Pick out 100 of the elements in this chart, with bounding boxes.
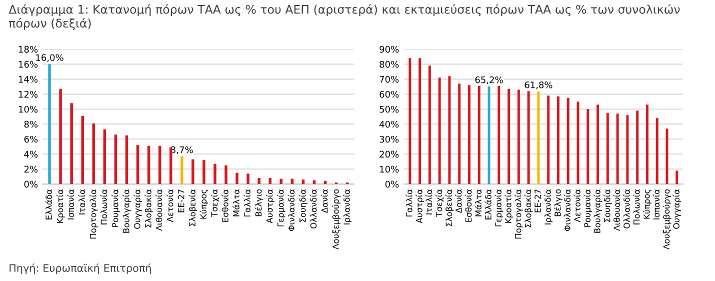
- x-tick-label: Κροατία: [504, 189, 513, 223]
- y-tick-label: 80%: [380, 60, 399, 68]
- bar: [656, 118, 658, 184]
- y-tick-label: 50%: [380, 106, 399, 113]
- x-tick-label: Ρουμανία: [111, 189, 120, 227]
- x-tick-label: Εσθονία: [222, 189, 228, 222]
- x-tick-label: Βέλγιο: [254, 189, 264, 216]
- x-tick-label: Δανία: [320, 189, 328, 214]
- x-tick-label: Ιρλανδία: [343, 189, 352, 224]
- x-tick-label: Γερμανία: [494, 189, 504, 226]
- x-tick-label: Ιρλανδία: [544, 189, 553, 224]
- bar: [468, 85, 470, 184]
- y-tick-label: 60%: [380, 90, 399, 98]
- bar: [59, 88, 62, 184]
- bar: [626, 115, 629, 184]
- x-tick-label: Ισπανία: [652, 189, 660, 220]
- y-tick-label: 18%: [18, 46, 38, 53]
- x-tick-label: Πορτογαλία: [89, 189, 98, 239]
- x-tick-label: Λετονία: [574, 189, 580, 222]
- bar: [268, 178, 272, 184]
- data-label: 61,8%: [524, 81, 552, 90]
- x-tick-label: Σουηδία: [298, 189, 308, 222]
- x-tick-label: Φινλανδία: [288, 189, 295, 231]
- bar: [646, 104, 648, 184]
- bar: [92, 123, 96, 184]
- x-tick-label: Κροατία: [56, 189, 65, 223]
- y-tick-label: 6%: [24, 136, 38, 143]
- y-tick-label: 20%: [380, 150, 399, 158]
- bar: [147, 146, 150, 184]
- x-tick-label: Κύπρος: [643, 190, 652, 219]
- bar: [81, 116, 84, 184]
- x-tick-label: Σλοβενία: [188, 189, 198, 226]
- x-tick-label: Τσεχία: [210, 189, 220, 217]
- x-tick-label: Πορτογαλία: [514, 189, 523, 239]
- bar: [114, 134, 118, 184]
- bar: [246, 174, 250, 184]
- bar: [224, 165, 228, 184]
- x-tick-label: Ρουμανία: [584, 189, 592, 227]
- bar: [125, 135, 128, 184]
- bar: [302, 180, 305, 184]
- bar: [478, 86, 480, 184]
- y-tick-label: 10%: [18, 106, 38, 113]
- y-tick-label: 30%: [380, 136, 399, 143]
- data-label: 65,2%: [475, 76, 503, 84]
- y-tick-label: 90%: [380, 46, 399, 53]
- x-tick-label: Ουγγαρία: [134, 189, 142, 229]
- text: Πηγή: Ευρωπαϊκή Επιτροπή: [10, 263, 151, 274]
- bar: [448, 76, 451, 184]
- y-tick-label: 16%: [18, 60, 38, 68]
- y-tick-label: 10%: [380, 166, 399, 173]
- x-tick-label: Ολλανδία: [310, 189, 317, 228]
- x-tick-label: Πολωνία: [632, 189, 640, 224]
- x-tick-label: Βέλγιο: [554, 189, 562, 216]
- bar: [606, 112, 609, 184]
- x-tick-label: Ελλάδα: [45, 189, 52, 220]
- x-tick-label: Αυστρία: [416, 189, 424, 224]
- bar: [498, 86, 500, 184]
- bar: [418, 58, 422, 184]
- bar: [596, 104, 600, 184]
- y-tick-label: 8%: [24, 120, 38, 128]
- x-tick-label: Σλοβακία: [524, 189, 533, 228]
- data-label: 16,0%: [36, 54, 64, 62]
- bar: [136, 145, 140, 184]
- bar: [324, 181, 327, 184]
- bar: [408, 58, 412, 184]
- bar: [488, 86, 490, 184]
- bar: [527, 91, 530, 184]
- y-tick-label: 70%: [380, 76, 399, 83]
- x-tick-label: Ελλάδα: [484, 189, 492, 220]
- x-tick-label: Σλοβενία: [445, 189, 454, 226]
- chart-title: Διάγραμμα 1: Κατανομή πόρων ΤΑΑ ως % του ΑΕΠ (αριστερά) και εκταμιεύσεις πόρων ΤΑΑ ως % των συνολικών πόρων (δεξιά): [8, 4, 680, 30]
- bar: [48, 64, 51, 184]
- x-tick-label: Μάλτα: [474, 189, 482, 216]
- y-tick-label: 14%: [18, 76, 38, 83]
- bar: [616, 114, 619, 184]
- y-tick-label: 12%: [18, 90, 38, 98]
- x-tick-label: Δανία: [454, 189, 462, 214]
- x-tick-label: Τσεχία: [435, 189, 444, 217]
- x-tick-label: Εσθονία: [464, 189, 472, 222]
- x-tick-label: ΕΕ-27: [178, 190, 184, 212]
- x-tick-label: Ιταλία: [78, 189, 86, 214]
- bar: [236, 172, 238, 184]
- x-tick-label: Γαλλία: [406, 189, 412, 216]
- bar: [192, 159, 194, 184]
- bar: [103, 129, 106, 184]
- x-tick-label: ΕΕ-27: [534, 190, 541, 212]
- y-tick-label: 0%: [385, 180, 399, 188]
- bar: [180, 156, 184, 184]
- x-tick-label: Ισπανία: [67, 189, 74, 220]
- bar: [158, 146, 162, 184]
- bar: [169, 147, 172, 184]
- x-tick-label: Λουξεμβούργο: [332, 189, 340, 250]
- bar: [258, 178, 260, 184]
- bar: [458, 84, 461, 184]
- x-tick-label: Λουξεμβούργο: [662, 189, 672, 250]
- bar: [556, 96, 560, 184]
- x-tick-label: Κύπρος: [200, 190, 208, 219]
- bar: [214, 164, 216, 184]
- bar: [70, 103, 73, 184]
- x-tick-label: Λετονία: [166, 189, 174, 222]
